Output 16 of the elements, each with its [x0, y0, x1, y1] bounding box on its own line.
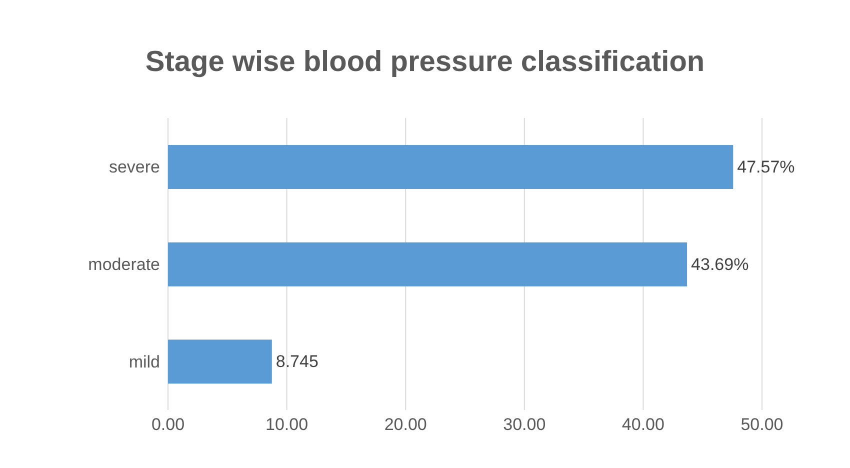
- chart-title: Stage wise blood pressure classification: [144, 45, 706, 80]
- x-tick-label: 0.00: [151, 415, 185, 434]
- data-label: 43.69%: [691, 254, 749, 274]
- x-tick-label: 10.00: [266, 415, 308, 434]
- bar: [168, 145, 734, 189]
- x-tick-label: 30.00: [503, 415, 546, 434]
- bar: [168, 242, 688, 286]
- y-tick-label: mild: [128, 352, 160, 372]
- x-tick-label: 50.00: [740, 415, 784, 434]
- bar: [168, 340, 272, 384]
- data-label: 8.745: [276, 352, 318, 372]
- x-tick-label: 20.00: [384, 415, 427, 434]
- x-tick-label: 40.00: [622, 415, 664, 434]
- data-label: 47.57%: [737, 158, 795, 176]
- y-tick-label: moderate: [88, 255, 160, 274]
- y-tick-label: severe: [108, 158, 160, 177]
